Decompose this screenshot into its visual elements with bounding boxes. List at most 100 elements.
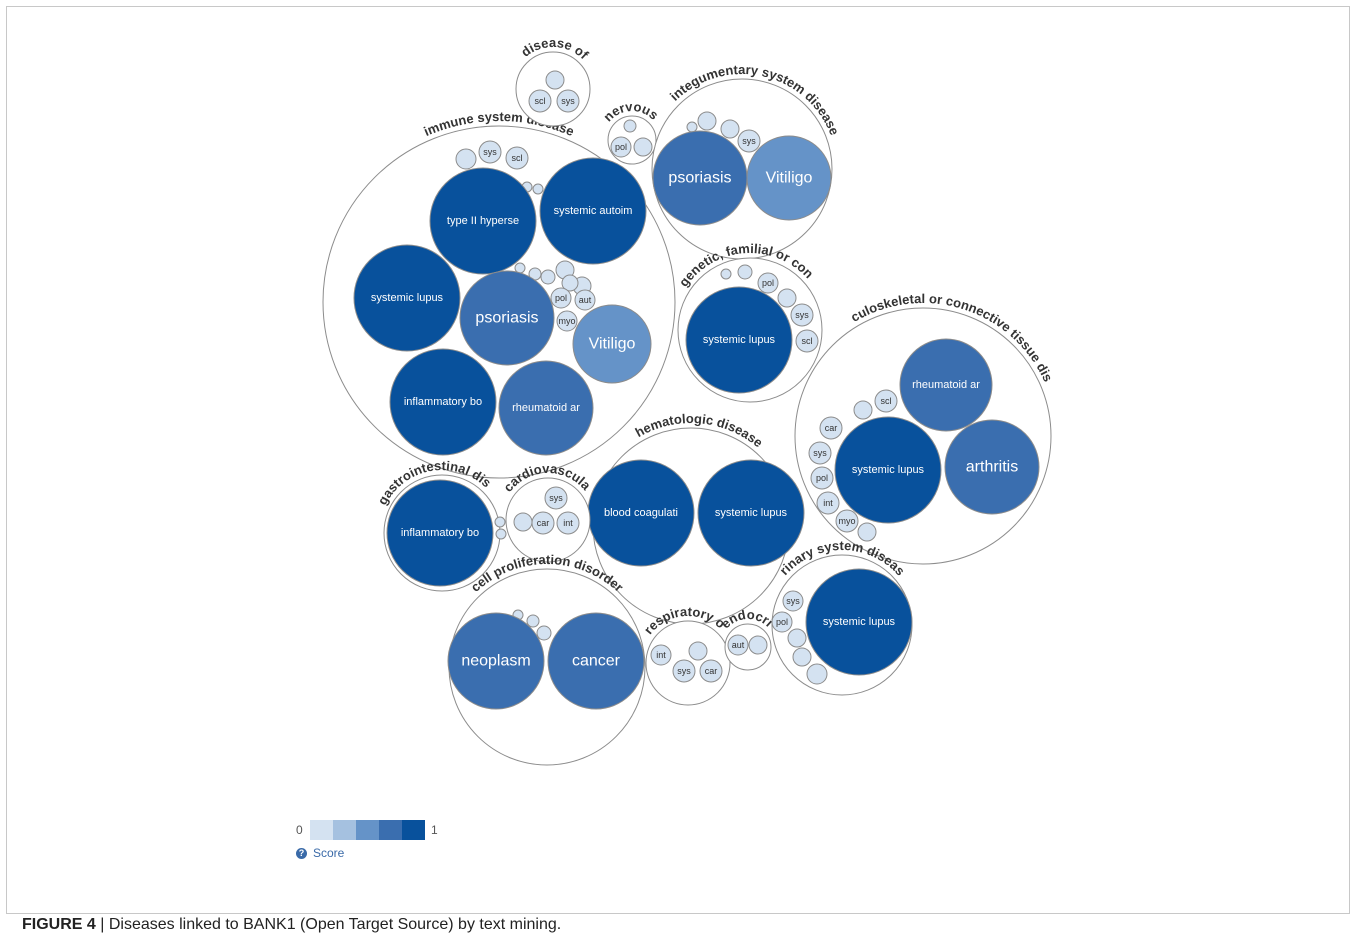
disease-bubble[interactable] <box>539 157 647 265</box>
legend-max-label: 1 <box>431 823 438 837</box>
minor-bubble[interactable] <box>720 119 740 139</box>
disease-bubble[interactable] <box>389 348 497 456</box>
minor-bubble[interactable] <box>787 628 807 648</box>
disease-bubble[interactable] <box>547 612 645 710</box>
disease-bubble[interactable] <box>782 590 804 612</box>
disease-bubble[interactable] <box>505 146 529 170</box>
disease-label: scl <box>802 336 813 346</box>
minor-bubble[interactable] <box>536 625 552 641</box>
disease-bubble[interactable] <box>386 479 494 587</box>
disease-bubble[interactable] <box>429 167 537 275</box>
disease-bubble[interactable] <box>531 511 555 535</box>
disease-label: neoplasm <box>461 653 530 670</box>
minor-bubble[interactable] <box>688 641 708 661</box>
minor-bubble[interactable] <box>633 137 653 157</box>
disease-label: sys <box>677 666 691 676</box>
disease-label: sys <box>483 147 497 157</box>
minor-bubble[interactable] <box>777 288 797 308</box>
disease-bubble[interactable] <box>574 289 596 311</box>
legend-score-help[interactable]: ? Score <box>296 846 445 860</box>
minor-bubble[interactable] <box>561 274 579 292</box>
disease-label: psoriasis <box>668 170 731 187</box>
minor-bubble[interactable] <box>697 111 717 131</box>
disease-bubble[interactable] <box>816 491 840 515</box>
minor-bubble[interactable] <box>455 148 477 170</box>
help-icon[interactable]: ? <box>296 847 307 859</box>
minor-bubble[interactable] <box>748 635 768 655</box>
disease-bubble[interactable] <box>528 89 552 113</box>
disease-bubble[interactable] <box>746 135 832 221</box>
disease-label: car <box>537 518 550 528</box>
disease-bubble[interactable] <box>478 140 502 164</box>
disease-bubble[interactable] <box>835 509 859 533</box>
minor-bubble[interactable] <box>792 647 812 667</box>
disease-label: pol <box>776 617 788 627</box>
disease-bubble[interactable] <box>550 287 572 309</box>
disease-bubble[interactable] <box>697 459 805 567</box>
disease-bubble[interactable] <box>795 329 819 353</box>
minor-bubble[interactable] <box>545 70 565 90</box>
disease-label: scl <box>512 153 523 163</box>
disease-bubble[interactable] <box>810 466 834 490</box>
disease-bubble[interactable] <box>556 310 578 332</box>
minor-bubble[interactable] <box>737 264 753 280</box>
disease-bubble[interactable] <box>819 416 843 440</box>
disease-bubble[interactable] <box>447 612 545 710</box>
minor-bubble[interactable] <box>494 516 506 528</box>
disease-label: systemic autoim <box>554 205 633 217</box>
minor-bubble[interactable] <box>720 268 732 280</box>
disease-label: systemic lupus <box>823 616 896 628</box>
disease-label: inflammatory bo <box>401 527 479 539</box>
disease-bubble[interactable] <box>944 419 1040 515</box>
caption-separator: | <box>95 916 109 933</box>
disease-label: rheumatoid ar <box>912 379 980 391</box>
disease-bubble[interactable] <box>834 416 942 524</box>
minor-bubble[interactable] <box>806 663 828 685</box>
legend-min-label: 0 <box>296 823 303 837</box>
disease-label: systemic lupus <box>715 507 788 519</box>
disease-bubble[interactable] <box>572 304 652 384</box>
disease-bubble[interactable] <box>771 611 793 633</box>
disease-bubble[interactable] <box>556 511 580 535</box>
disease-bubble[interactable] <box>727 634 749 656</box>
minor-bubble[interactable] <box>857 522 877 542</box>
disease-bubble[interactable] <box>899 338 993 432</box>
disease-bubble[interactable] <box>808 441 832 465</box>
disease-bubble[interactable] <box>544 486 568 510</box>
disease-bubble[interactable] <box>556 89 580 113</box>
disease-bubble[interactable] <box>874 389 898 413</box>
minor-bubble[interactable] <box>623 119 637 133</box>
disease-bubble[interactable] <box>610 136 632 158</box>
disease-bubble[interactable] <box>699 659 723 683</box>
disease-label: int <box>656 650 666 660</box>
disease-bubble[interactable] <box>805 568 913 676</box>
minor-bubble[interactable] <box>686 121 698 133</box>
disease-bubble[interactable] <box>685 286 793 394</box>
disease-label: sys <box>549 493 563 503</box>
disease-bubble[interactable] <box>757 272 779 294</box>
minor-bubble[interactable] <box>532 183 544 195</box>
minor-bubble[interactable] <box>526 614 540 628</box>
disease-bubble[interactable] <box>650 644 672 666</box>
disease-bubble[interactable] <box>672 659 696 683</box>
disease-bubble[interactable] <box>498 360 594 456</box>
disease-bubble[interactable] <box>459 270 555 366</box>
minor-bubble[interactable] <box>513 512 533 532</box>
minor-bubble[interactable] <box>495 528 507 540</box>
disease-group[interactable]: immune system diseasetype II hypersesyst… <box>322 109 676 479</box>
disease-bubble[interactable] <box>353 244 461 352</box>
disease-bubble[interactable] <box>737 129 761 153</box>
minor-bubble[interactable] <box>853 400 873 420</box>
disease-label: pol <box>615 142 627 152</box>
minor-bubble[interactable] <box>540 269 556 285</box>
disease-bubble[interactable] <box>790 303 814 327</box>
